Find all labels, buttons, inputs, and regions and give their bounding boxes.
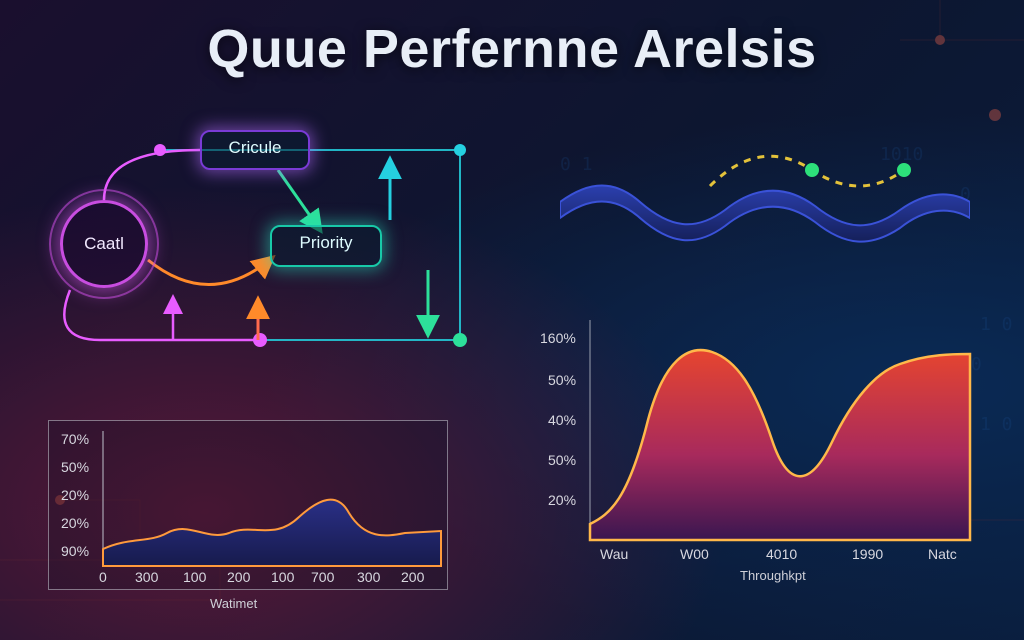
xtick: Wau (600, 546, 628, 562)
area-chart-left: 70% 50% 20% 20% 90% 0 300 100 200 100 70… (48, 420, 448, 590)
page-title: Quue Perfernne Arelsis (0, 18, 1024, 80)
svg-text:1 0: 1 0 (980, 414, 1013, 435)
xtick: 700 (311, 569, 334, 585)
xtick: 100 (271, 569, 294, 585)
area-right-xlabel: Throughkpt (740, 568, 806, 583)
area-chart-right: 160% 50% 40% 50% 20% Wau W00 4010 1990 N… (540, 300, 980, 590)
area-left-xlabel: Watimet (210, 596, 257, 611)
node-caatl-label: Caatl (84, 234, 124, 254)
xtick: 100 (183, 569, 206, 585)
wave-panel (560, 140, 970, 260)
node-priority-label: Priority (300, 233, 353, 252)
xtick: 4010 (766, 546, 797, 562)
node-caatl: Caatl (60, 200, 148, 288)
svg-text:1 0: 1 0 (980, 314, 1013, 335)
xtick: 200 (401, 569, 424, 585)
xtick: 200 (227, 569, 250, 585)
xtick: Natc (928, 546, 957, 562)
flow-diagram: Cricule Caatl Priority (40, 130, 480, 390)
xtick: W00 (680, 546, 709, 562)
node-cricule: Cricule (200, 130, 310, 170)
xtick: 300 (135, 569, 158, 585)
xtick: 300 (357, 569, 380, 585)
node-cricule-label: Cricule (229, 138, 282, 157)
title-text: Quue Perfernne Arelsis (207, 19, 816, 79)
xtick: 1990 (852, 546, 883, 562)
node-priority: Priority (270, 225, 382, 267)
xtick: 0 (99, 569, 107, 585)
